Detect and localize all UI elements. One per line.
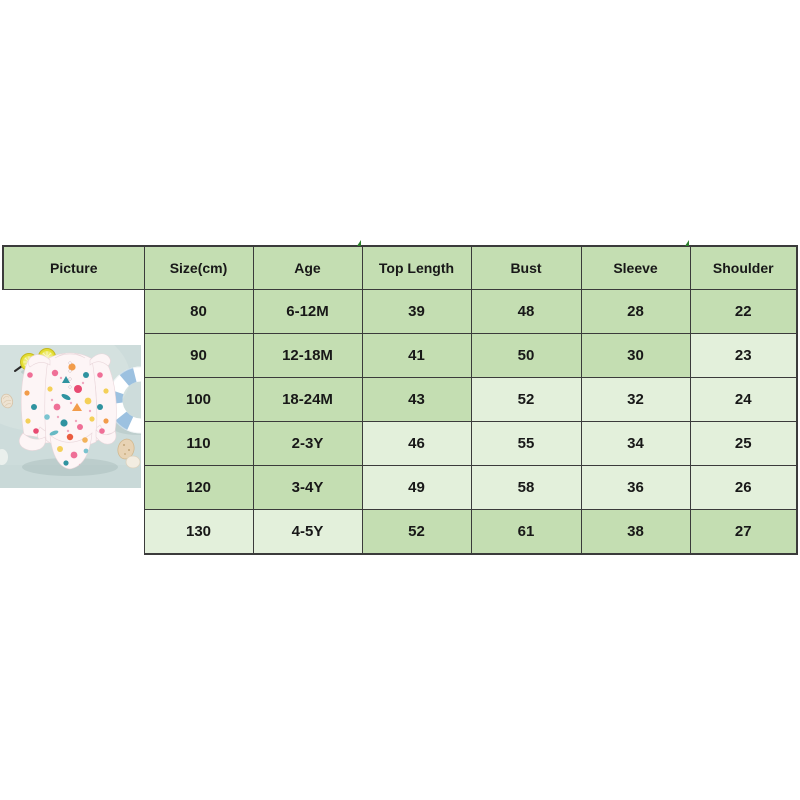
column-header-bust: Bust: [470, 245, 582, 290]
table-row: 90 12-18M 41 50 30 23: [3, 333, 798, 378]
age-cell: 18-24M: [252, 377, 363, 422]
shoulder-cell: 22: [689, 289, 798, 334]
top-length-cell: 52: [361, 509, 472, 555]
seashell-right: [117, 438, 141, 469]
shoulder-cell: 26: [689, 465, 798, 510]
size-cell: 80: [143, 289, 254, 334]
bust-cell: 52: [470, 377, 582, 422]
sleeve-cell: 36: [580, 465, 691, 510]
bust-cell: 61: [470, 509, 582, 555]
sleeve-cell: 32: [580, 377, 691, 422]
bust-cell: 48: [470, 289, 582, 334]
sleeve-cell: 34: [580, 421, 691, 466]
seashell-left: [0, 393, 14, 409]
column-header-picture: Picture: [2, 245, 145, 290]
age-cell: 6-12M: [252, 289, 363, 334]
bust-cell: 55: [470, 421, 582, 466]
product-photo: [0, 345, 141, 488]
size-cell: 100: [143, 377, 254, 422]
header-row: Picture Size(cm) Age Top Length Bust Sle…: [2, 245, 798, 290]
size-cell: 130: [143, 509, 254, 555]
column-header-size: Size(cm): [143, 245, 254, 290]
shoulder-cell: 27: [689, 509, 798, 555]
green-tick-artifact: [357, 240, 361, 246]
age-cell: 3-4Y: [252, 465, 363, 510]
shoulder-cell: 23: [689, 333, 798, 378]
sleeve-cell: 30: [580, 333, 691, 378]
column-header-top-length: Top Length: [361, 245, 472, 290]
age-cell: 4-5Y: [252, 509, 363, 555]
snap-buttons: [68, 361, 72, 389]
column-header-sleeve: Sleeve: [580, 245, 691, 290]
table-row: 120 3-4Y 49 58 36 26: [3, 465, 798, 510]
pebble: [0, 449, 8, 465]
top-length-cell: 39: [361, 289, 472, 334]
bust-cell: 50: [470, 333, 582, 378]
size-cell: 120: [143, 465, 254, 510]
age-cell: 2-3Y: [252, 421, 363, 466]
top-length-cell: 43: [361, 377, 472, 422]
column-header-age: Age: [252, 245, 363, 290]
table-row: 110 2-3Y 46 55 34 25: [3, 421, 798, 466]
size-table: Picture Size(cm) Age Top Length Bust Sle…: [2, 245, 798, 555]
size-cell: 110: [143, 421, 254, 466]
top-length-cell: 49: [361, 465, 472, 510]
table-row: 130 4-5Y 52 61 38 27: [3, 509, 798, 555]
floral-swimsuit: [18, 352, 118, 476]
sleeve-cell: 28: [580, 289, 691, 334]
green-tick-artifact: [685, 240, 689, 246]
top-length-cell: 41: [361, 333, 472, 378]
size-cell: 90: [143, 333, 254, 378]
age-cell: 12-18M: [252, 333, 363, 378]
top-length-cell: 46: [361, 421, 472, 466]
sleeve-cell: 38: [580, 509, 691, 555]
table-row: 80 6-12M 39 48 28 22: [3, 289, 798, 554]
shoulder-cell: 25: [689, 421, 798, 466]
column-header-shoulder: Shoulder: [689, 245, 798, 290]
shoulder-cell: 24: [689, 377, 798, 422]
table-row: 100 18-24M 43 52 32 24: [3, 377, 798, 422]
bust-cell: 58: [470, 465, 582, 510]
